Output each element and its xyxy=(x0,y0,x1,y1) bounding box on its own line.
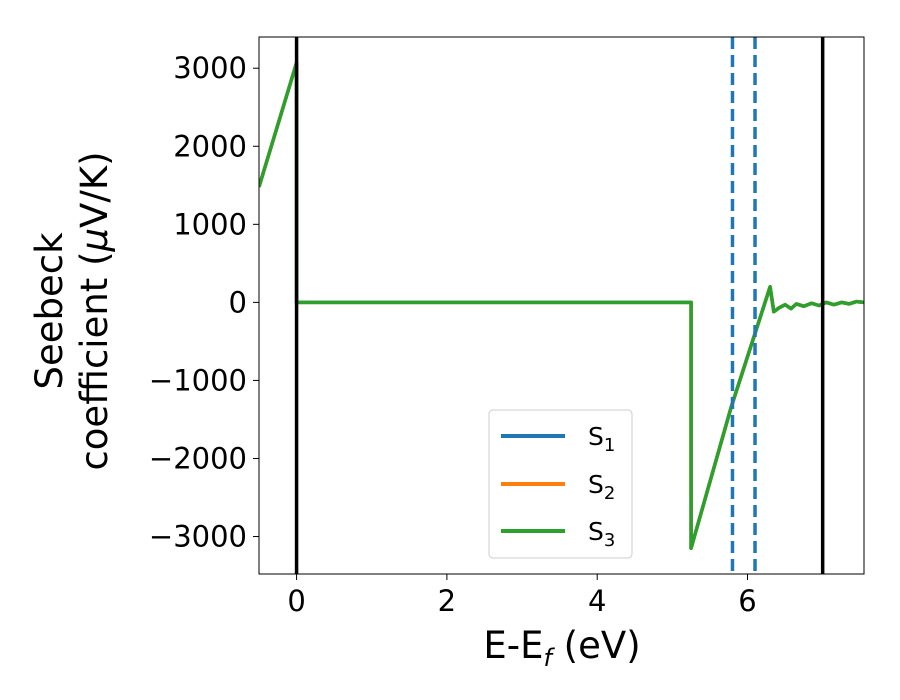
legend-label-s3-sub: 3 xyxy=(604,530,615,551)
y-axis-title-mu: μ xyxy=(73,228,116,253)
legend-label-s1-name: S xyxy=(588,422,604,451)
legend: S1 S2 S3 xyxy=(488,409,633,559)
y-axis-title: Seebeck coefficient (μV/K) xyxy=(28,151,116,470)
y-tick-label: 3000 xyxy=(173,51,247,85)
y-tick-label: −2000 xyxy=(149,441,247,475)
legend-label-s1: S1 xyxy=(588,422,615,456)
y-tick-label: −3000 xyxy=(149,520,247,554)
legend-label-s3-name: S xyxy=(588,517,604,546)
y-tick-label: −1000 xyxy=(149,363,247,397)
y-axis-title-line1: Seebeck xyxy=(28,232,71,390)
x-tick-label: 4 xyxy=(588,584,606,618)
x-axis-title-main: E-E xyxy=(483,624,543,667)
x-tick-label: 0 xyxy=(287,584,305,618)
legend-label-s2-sub: 2 xyxy=(604,483,615,504)
y-tick-label: 0 xyxy=(229,285,247,319)
y-axis-title-line2: coefficient (μV/K) xyxy=(73,151,116,470)
y-tick-label: 2000 xyxy=(173,129,247,163)
x-tick-label: 2 xyxy=(438,584,456,618)
x-axis-title: E-Ef (eV) xyxy=(483,624,640,672)
plot-clipped xyxy=(259,37,864,574)
x-tick-label: 6 xyxy=(738,584,756,618)
y-tick-label: 1000 xyxy=(173,207,247,241)
plot-frame xyxy=(258,36,865,575)
legend-label-s3: S3 xyxy=(588,517,615,551)
plot-area xyxy=(259,37,864,574)
legend-label-s2: S2 xyxy=(588,470,615,504)
y-axis-title-line2-head: coefficient ( xyxy=(73,251,116,470)
legend-label-s2-name: S xyxy=(588,470,604,499)
legend-label-s1-sub: 1 xyxy=(604,435,615,456)
series-line-s3 xyxy=(259,61,864,550)
axis-ticks: 0 2 4 6 3000 2000 1000 0 −1000 −2000 −3000 xyxy=(149,51,757,618)
y-axis-title-line2-tail: V/K) xyxy=(73,151,116,227)
x-axis-title-tail: (eV) xyxy=(552,624,641,667)
